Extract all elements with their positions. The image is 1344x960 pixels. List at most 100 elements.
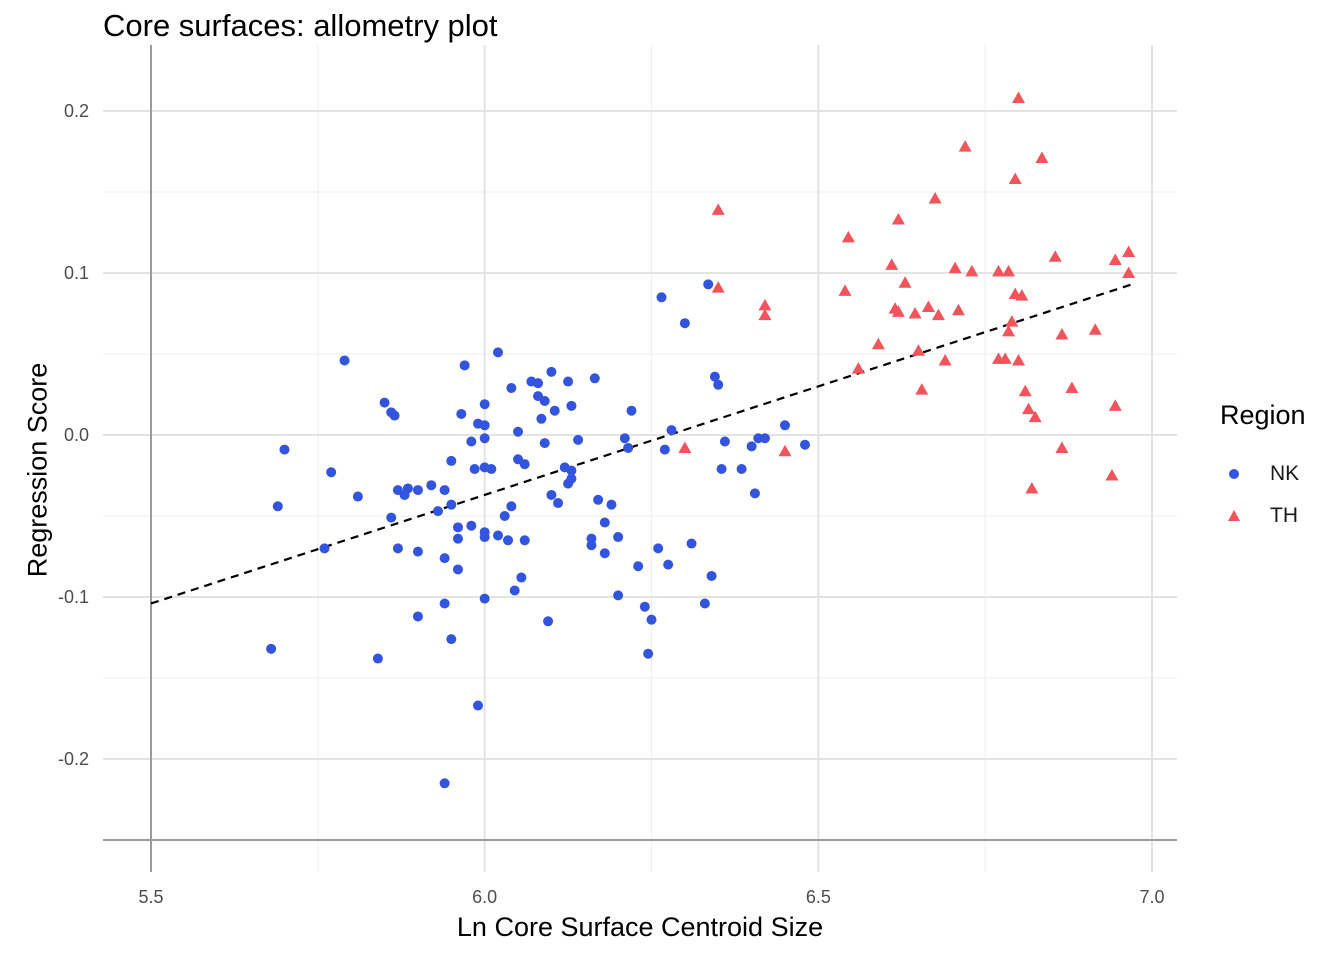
point-nk [626, 405, 637, 416]
point-nk [593, 494, 604, 505]
legend-label-nk: NK [1270, 462, 1300, 485]
point-nk [599, 548, 610, 559]
point-nk [716, 464, 727, 475]
point-nk [493, 347, 504, 358]
y-tick-label: -0.2 [58, 749, 89, 769]
point-th [1055, 441, 1069, 453]
point-nk [539, 438, 550, 449]
legend-label-th: TH [1270, 504, 1298, 527]
point-nk [699, 598, 710, 609]
point-nk [439, 778, 450, 789]
point-th [838, 284, 852, 296]
y-axis-label: Regression Score [22, 362, 53, 578]
point-nk [266, 643, 277, 654]
point-nk [479, 532, 490, 543]
point-nk [633, 561, 644, 572]
point-th [891, 305, 905, 317]
point-nk [639, 601, 650, 612]
point-nk [546, 489, 557, 500]
point-nk [499, 511, 510, 521]
point-nk [402, 483, 413, 494]
point-th [908, 307, 922, 319]
legend-item-nk: NK [1220, 453, 1306, 495]
point-nk [543, 616, 554, 627]
legend-title: Region [1220, 400, 1306, 430]
point-th [1048, 250, 1062, 262]
point-th [758, 308, 772, 321]
point-nk [412, 485, 423, 496]
point-th [992, 264, 1006, 277]
point-th [915, 383, 929, 395]
point-th [1122, 266, 1136, 278]
x-axis-label: Ln Core Surface Centroid Size [456, 912, 824, 942]
point-nk [563, 376, 574, 387]
chart-title: Core surfaces: allometry plot [103, 8, 498, 43]
point-nk [446, 499, 457, 510]
point-nk [452, 533, 463, 544]
point-th [938, 353, 952, 366]
point-nk [516, 572, 527, 583]
point-th [1108, 399, 1122, 411]
point-nk [439, 553, 450, 564]
point-th [1005, 315, 1019, 327]
point-nk [623, 442, 634, 453]
point-th [1122, 245, 1136, 257]
point-th [898, 276, 912, 288]
point-nk [546, 366, 557, 377]
y-tick-label: 0.1 [64, 263, 89, 283]
point-nk [509, 585, 520, 596]
point-th [1012, 91, 1026, 104]
point-nk [539, 395, 550, 406]
point-nk [613, 532, 624, 543]
point-nk [326, 467, 337, 478]
point-nk [643, 648, 654, 659]
series-th [678, 91, 1136, 494]
point-nk [466, 436, 477, 447]
point-nk [472, 700, 483, 711]
point-nk [613, 590, 624, 601]
point-nk [412, 546, 423, 557]
point-nk [392, 543, 403, 554]
point-nk [432, 506, 443, 517]
y-tick-label: 0.0 [64, 425, 89, 445]
x-tick-label: 6.0 [472, 887, 497, 907]
point-th [1035, 151, 1049, 163]
point-nk [703, 279, 714, 290]
point-nk [479, 399, 490, 410]
series-nk [266, 279, 810, 789]
point-th [711, 281, 725, 293]
point-nk [456, 408, 467, 419]
point-nk [679, 318, 690, 329]
point-nk [746, 441, 757, 452]
point-nk [653, 543, 664, 554]
grid-lines [103, 45, 1177, 872]
point-nk [536, 413, 547, 424]
point-nk [799, 439, 810, 450]
trend-line [150, 283, 1133, 605]
point-th [851, 362, 865, 374]
point-th [911, 344, 925, 356]
point-th [951, 303, 965, 316]
circle-marker-icon [1220, 460, 1248, 488]
point-nk [519, 459, 530, 470]
point-nk [459, 360, 470, 371]
point-nk [389, 410, 400, 421]
point-nk [619, 433, 630, 444]
point-nk [719, 436, 730, 447]
point-nk [469, 464, 480, 475]
x-tick-label: 7.0 [1139, 887, 1164, 907]
legend-item-th: TH [1220, 495, 1306, 537]
point-th [1022, 402, 1036, 415]
point-th [921, 300, 935, 313]
point-nk [709, 371, 720, 382]
point-th [948, 261, 962, 274]
point-nk [452, 564, 463, 575]
point-nk [686, 538, 697, 549]
point-nk [573, 434, 584, 445]
point-th [1008, 172, 1022, 185]
point-th [678, 441, 692, 453]
point-nk [646, 614, 657, 625]
point-nk [599, 517, 610, 528]
point-nk [503, 535, 514, 546]
point-nk [339, 355, 350, 366]
